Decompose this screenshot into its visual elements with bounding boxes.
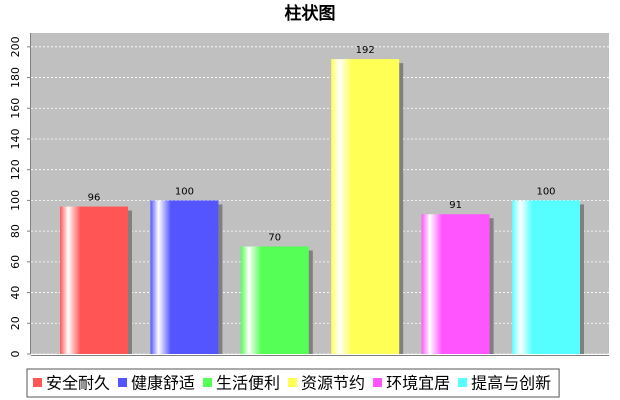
legend-marker [288, 378, 298, 387]
legend-label: 健康舒适 [131, 374, 195, 393]
legend-label: 生活便利 [216, 374, 280, 393]
bar [150, 200, 219, 354]
legend-marker [458, 378, 468, 387]
data-label: 91 [449, 200, 462, 211]
legend-label: 安全耐久 [46, 374, 110, 393]
y-tick-label: 120 [9, 159, 22, 180]
bar [512, 200, 580, 354]
legend-marker [203, 378, 213, 387]
bar [60, 206, 128, 354]
legend-label: 资源节约 [301, 374, 365, 393]
data-label: 192 [356, 45, 375, 56]
legend-marker [373, 378, 383, 387]
y-tick-label: 100 [9, 190, 22, 211]
bar [240, 246, 309, 354]
legend-label: 提高与创新 [471, 374, 551, 393]
y-tick-label: 0 [9, 351, 22, 358]
y-tick-label: 80 [9, 224, 22, 238]
chart-title: 柱状图 [285, 3, 336, 24]
data-label: 100 [536, 186, 555, 197]
legend-marker [118, 378, 128, 387]
y-tick-label: 200 [9, 36, 22, 57]
y-tick-label: 60 [9, 255, 22, 269]
data-label: 70 [268, 232, 281, 243]
bar [421, 214, 490, 354]
bar [331, 59, 400, 354]
y-tick-label: 160 [9, 98, 22, 119]
y-tick-label: 20 [9, 316, 22, 330]
y-tick-label: 180 [9, 67, 22, 88]
data-label: 96 [88, 193, 101, 204]
data-label: 100 [175, 186, 194, 197]
legend-marker [33, 378, 42, 387]
legend-label: 环境宜居 [386, 374, 450, 393]
y-tick-label: 40 [9, 286, 22, 300]
y-tick-label: 140 [9, 128, 22, 149]
